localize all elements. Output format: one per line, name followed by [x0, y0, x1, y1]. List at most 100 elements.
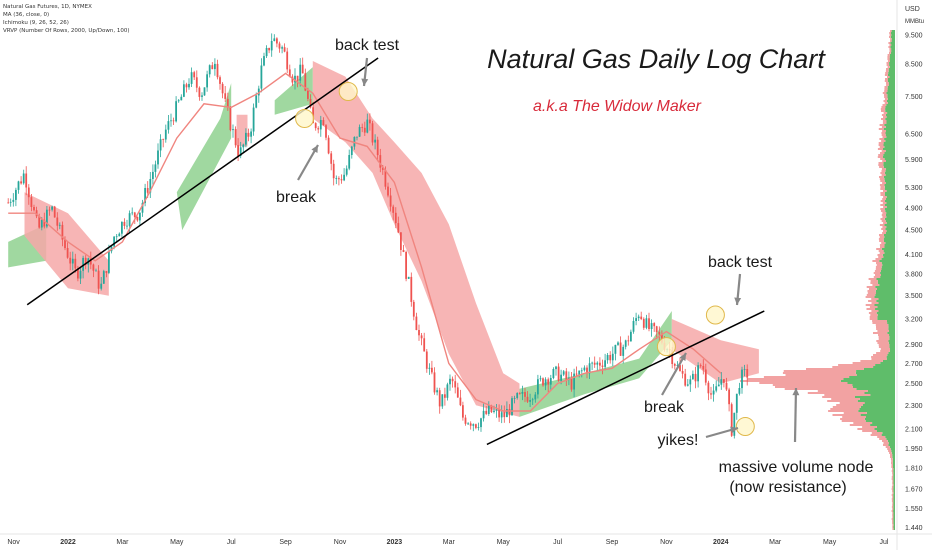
volume-bar-down — [876, 248, 882, 250]
candle-body — [239, 147, 242, 156]
candle-body — [348, 155, 351, 169]
volume-bar-down — [880, 200, 885, 202]
volume-bar-down — [872, 320, 887, 322]
volume-bar-down — [890, 454, 893, 456]
volume-bar-up — [893, 486, 895, 488]
volume-bar-up — [874, 428, 895, 430]
volume-bar-up — [889, 334, 895, 336]
y-tick-label: 3.200 — [905, 317, 923, 324]
volume-bar-down — [883, 116, 887, 118]
volume-bar-down — [891, 466, 893, 468]
candle-body — [441, 394, 444, 407]
volume-bar-down — [891, 478, 894, 480]
volume-bar-up — [887, 354, 895, 356]
candle-body — [260, 65, 263, 89]
volume-bar-down — [885, 78, 888, 80]
candle-body — [513, 398, 516, 399]
volume-bar-up — [856, 388, 895, 390]
volume-bar-up — [886, 196, 895, 198]
candle-body — [188, 83, 190, 88]
x-tick-label: 2023 — [387, 539, 403, 546]
volume-bar-up — [893, 518, 895, 520]
volume-bar-down — [889, 452, 892, 454]
candle-body — [322, 120, 325, 126]
event-markers — [295, 82, 755, 436]
volume-bar-down — [882, 216, 887, 218]
ma-line — [8, 72, 722, 412]
volume-bar-down — [886, 68, 889, 70]
candle-body — [511, 398, 513, 416]
candle-body — [379, 155, 382, 168]
candle-body — [389, 195, 392, 207]
y-tick-label: 6.500 — [905, 132, 923, 139]
candle-body — [203, 87, 206, 96]
volume-bar-up — [876, 430, 895, 432]
time-axis[interactable]: Nov 2022 Mar May Jul Sep Nov 2023 Mar May Jul Sep No… — [7, 539, 889, 546]
candle-body — [180, 96, 183, 101]
candle-body — [562, 371, 565, 375]
volume-bar-down — [867, 290, 876, 292]
volume-bar-up — [888, 324, 895, 326]
volume-bar-down — [892, 492, 894, 494]
candle-body — [7, 202, 10, 204]
candle-body — [139, 212, 141, 221]
volume-bar-down — [882, 202, 887, 204]
candle-body — [9, 201, 12, 203]
volume-bar-down — [892, 514, 894, 516]
candle-body — [376, 139, 379, 156]
volume-bar-up — [874, 304, 895, 306]
candle-body — [412, 301, 415, 317]
y-tick-label: 2.500 — [905, 381, 923, 388]
volume-bar-up — [870, 394, 895, 396]
candle-body — [715, 386, 718, 391]
volume-bar-up — [886, 182, 895, 184]
volume-bar-down — [887, 54, 890, 56]
volume-bar-down — [888, 46, 891, 48]
volume-node-arrow — [793, 387, 798, 443]
volume-bar-down — [882, 120, 887, 122]
volume-bar-up — [877, 280, 895, 282]
volume-bar-down — [870, 282, 878, 284]
volume-bar-up — [885, 436, 895, 438]
y-tick-label: 3.500 — [905, 293, 923, 300]
volume-bar-up — [886, 358, 895, 360]
volume-bar-down — [879, 184, 885, 186]
candle-body — [214, 63, 216, 70]
candle-body — [71, 258, 74, 264]
volume-bar-down — [873, 276, 881, 278]
candle-body — [402, 250, 405, 252]
volume-bar-up — [893, 484, 895, 486]
candle-body — [219, 77, 221, 84]
candle-body — [743, 369, 746, 370]
price-axis[interactable]: 9.500 8.500 7.500 6.500 5.900 5.300 4.900 4.500… — [905, 33, 923, 532]
volume-bar-up — [887, 96, 895, 98]
candle-body — [459, 397, 462, 406]
volume-bar-up — [876, 288, 895, 290]
volume-bar-up — [883, 144, 895, 146]
candle-body — [309, 99, 312, 108]
volume-bar-up — [889, 346, 895, 348]
volume-bar-up — [884, 192, 895, 194]
volume-bar-up — [875, 294, 895, 296]
chart-legend[interactable]: Natural Gas Futures, 1D, NYMEX MA (36, c… — [3, 3, 130, 35]
break-arrow-1-head — [311, 145, 318, 153]
candle-body — [560, 374, 562, 381]
volume-bar-down — [880, 348, 890, 350]
volume-bar-up — [893, 512, 895, 514]
candle-body — [268, 48, 270, 51]
volume-bar-down — [879, 146, 885, 148]
volume-bar-up — [881, 268, 895, 270]
volume-bar-down — [892, 528, 894, 530]
x-tick-label: Sep — [279, 539, 292, 546]
volume-bar-down — [871, 356, 887, 358]
volume-bar-up — [876, 300, 895, 302]
volume-bar-up — [885, 200, 895, 202]
volume-bar-down — [878, 162, 884, 164]
volume-bar-down — [882, 104, 887, 106]
volume-node-label-line1: massive volume node — [719, 459, 874, 476]
volume-bar-down — [853, 422, 872, 424]
y-tick-label: 4.100 — [905, 252, 923, 259]
candle-body — [177, 100, 180, 102]
volume-bar-up — [891, 48, 895, 50]
